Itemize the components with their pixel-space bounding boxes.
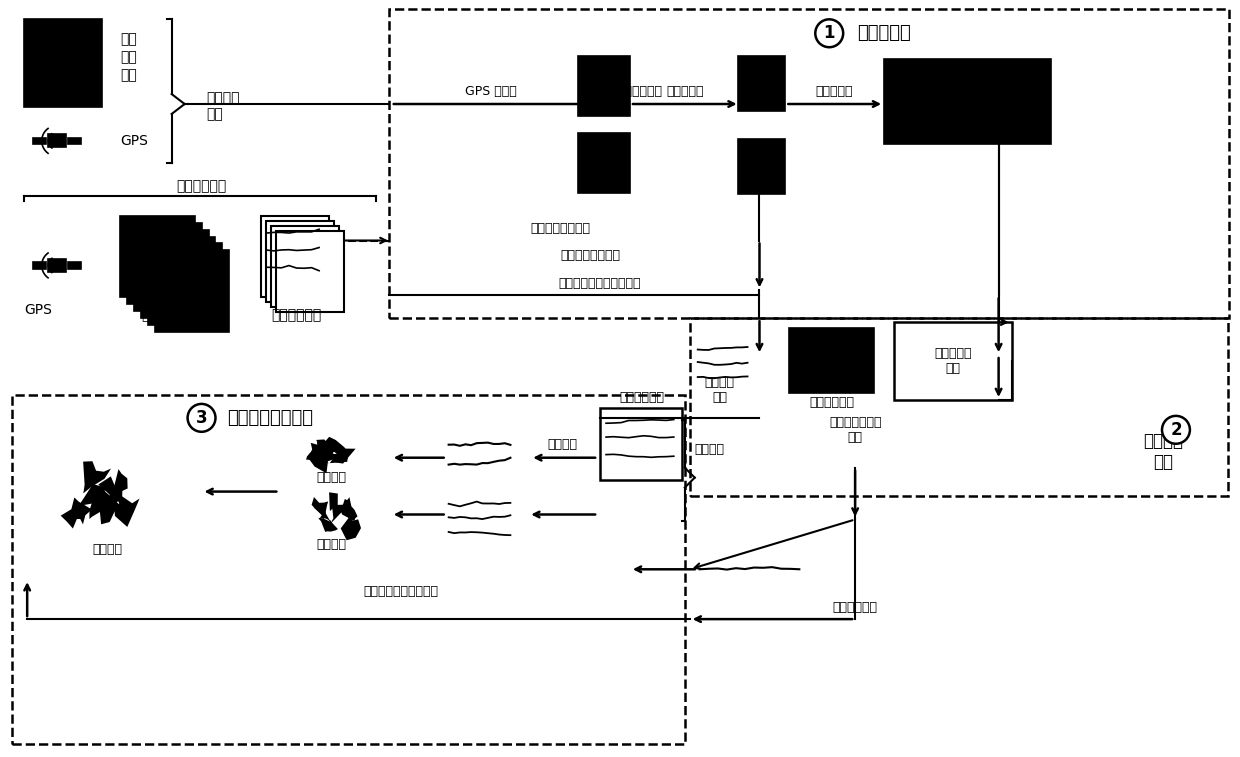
Polygon shape	[89, 488, 117, 519]
Text: 匹配相应的历史裂缝数据: 匹配相应的历史裂缝数据	[559, 277, 641, 290]
Bar	[155, 251, 229, 332]
Polygon shape	[83, 461, 112, 494]
Bar	[33, 138, 46, 144]
Bar	[120, 216, 195, 298]
Polygon shape	[319, 442, 339, 464]
Text: 像素级定位: 像素级定位	[816, 85, 853, 98]
Text: GPS 粗定位: GPS 粗定位	[465, 85, 516, 98]
Text: GPS: GPS	[25, 304, 52, 317]
Text: 历史裂缝标签: 历史裂缝标签	[272, 308, 321, 322]
Text: 缩放图像: 缩放图像	[316, 471, 346, 484]
Bar	[267, 220, 334, 302]
Polygon shape	[110, 469, 128, 497]
Text: 图像级定位: 图像级定位	[666, 85, 703, 98]
Polygon shape	[308, 450, 327, 473]
Polygon shape	[311, 497, 327, 516]
Bar	[148, 244, 222, 326]
Circle shape	[1162, 416, 1190, 444]
Bar	[48, 134, 66, 148]
Text: 2: 2	[1171, 421, 1182, 439]
Polygon shape	[314, 502, 331, 522]
Polygon shape	[319, 518, 339, 532]
Bar	[25, 20, 102, 107]
Polygon shape	[330, 451, 350, 463]
Bar	[600, 408, 682, 480]
Bar	[12, 395, 684, 743]
Bar	[738, 139, 785, 194]
Polygon shape	[341, 516, 361, 540]
Text: 历史裂缝数据: 历史裂缝数据	[176, 179, 227, 193]
Bar	[894, 322, 1012, 400]
Text: 多尺度定位: 多尺度定位	[857, 24, 911, 42]
Bar	[126, 223, 202, 304]
Text: 裂纹生长: 裂纹生长	[694, 444, 724, 456]
Text: 查询: 查询	[120, 33, 136, 46]
Bar	[141, 236, 216, 318]
Polygon shape	[341, 497, 357, 521]
Bar	[884, 59, 1052, 144]
Bar	[262, 216, 329, 298]
Bar	[272, 226, 339, 307]
Bar	[738, 56, 785, 111]
Text: 像素级裂缝数据
映射: 像素级裂缝数据 映射	[828, 416, 882, 444]
Bar	[578, 133, 630, 193]
Text: 裂纹数据映射: 裂纹数据映射	[620, 391, 665, 404]
Text: 裂纹生长: 裂纹生长	[92, 543, 122, 556]
Text: 历史裂缝图像: 历史裂缝图像	[141, 308, 192, 322]
Bar	[689, 318, 1228, 496]
Polygon shape	[98, 475, 123, 503]
Text: 匹配历史裂缝图像: 匹配历史裂缝图像	[531, 222, 590, 235]
Text: 裂纹后处理与分析: 裂纹后处理与分析	[227, 409, 314, 427]
Circle shape	[187, 404, 216, 431]
Text: 查询裂缝图像: 查询裂缝图像	[810, 397, 854, 410]
Polygon shape	[330, 505, 347, 524]
Bar	[578, 56, 630, 116]
Circle shape	[815, 20, 843, 47]
Bar	[389, 9, 1229, 318]
Polygon shape	[336, 448, 356, 463]
Text: 匹配历史裂缝图像: 匹配历史裂缝图像	[560, 249, 620, 262]
Text: 图像: 图像	[120, 68, 136, 82]
Text: 查询裂缝图像: 查询裂缝图像	[618, 85, 662, 98]
Polygon shape	[311, 439, 335, 459]
Text: 3: 3	[196, 409, 207, 427]
Bar	[134, 229, 208, 311]
Text: 历史裂缝
标签: 历史裂缝 标签	[704, 376, 734, 404]
Text: 裂纹对比: 裂纹对比	[547, 438, 577, 451]
Bar	[68, 262, 81, 269]
Text: GPS: GPS	[120, 134, 148, 148]
Polygon shape	[306, 452, 331, 462]
Polygon shape	[99, 488, 123, 525]
Text: 映射后的扩展裂缝数据: 映射后的扩展裂缝数据	[363, 584, 438, 598]
Text: 裂缝数据映射: 裂缝数据映射	[832, 600, 878, 614]
Text: 裂缝数据
映射: 裂缝数据 映射	[1143, 432, 1183, 471]
Polygon shape	[78, 484, 110, 506]
Bar	[48, 259, 66, 272]
Polygon shape	[319, 512, 334, 527]
Polygon shape	[112, 493, 140, 527]
Polygon shape	[322, 437, 347, 456]
Text: 缩放图像: 缩放图像	[316, 538, 346, 551]
Bar	[68, 138, 81, 144]
Text: 查询裂缝
数据: 查询裂缝 数据	[207, 91, 241, 121]
Text: 裂缝: 裂缝	[120, 50, 136, 64]
Polygon shape	[310, 441, 334, 463]
Bar	[33, 262, 46, 269]
Polygon shape	[61, 497, 92, 528]
Polygon shape	[329, 492, 337, 511]
Text: 单应性矩阵
匹配: 单应性矩阵 匹配	[934, 347, 971, 375]
Bar	[277, 231, 343, 312]
Bar	[790, 329, 874, 393]
Text: 1: 1	[823, 24, 835, 42]
